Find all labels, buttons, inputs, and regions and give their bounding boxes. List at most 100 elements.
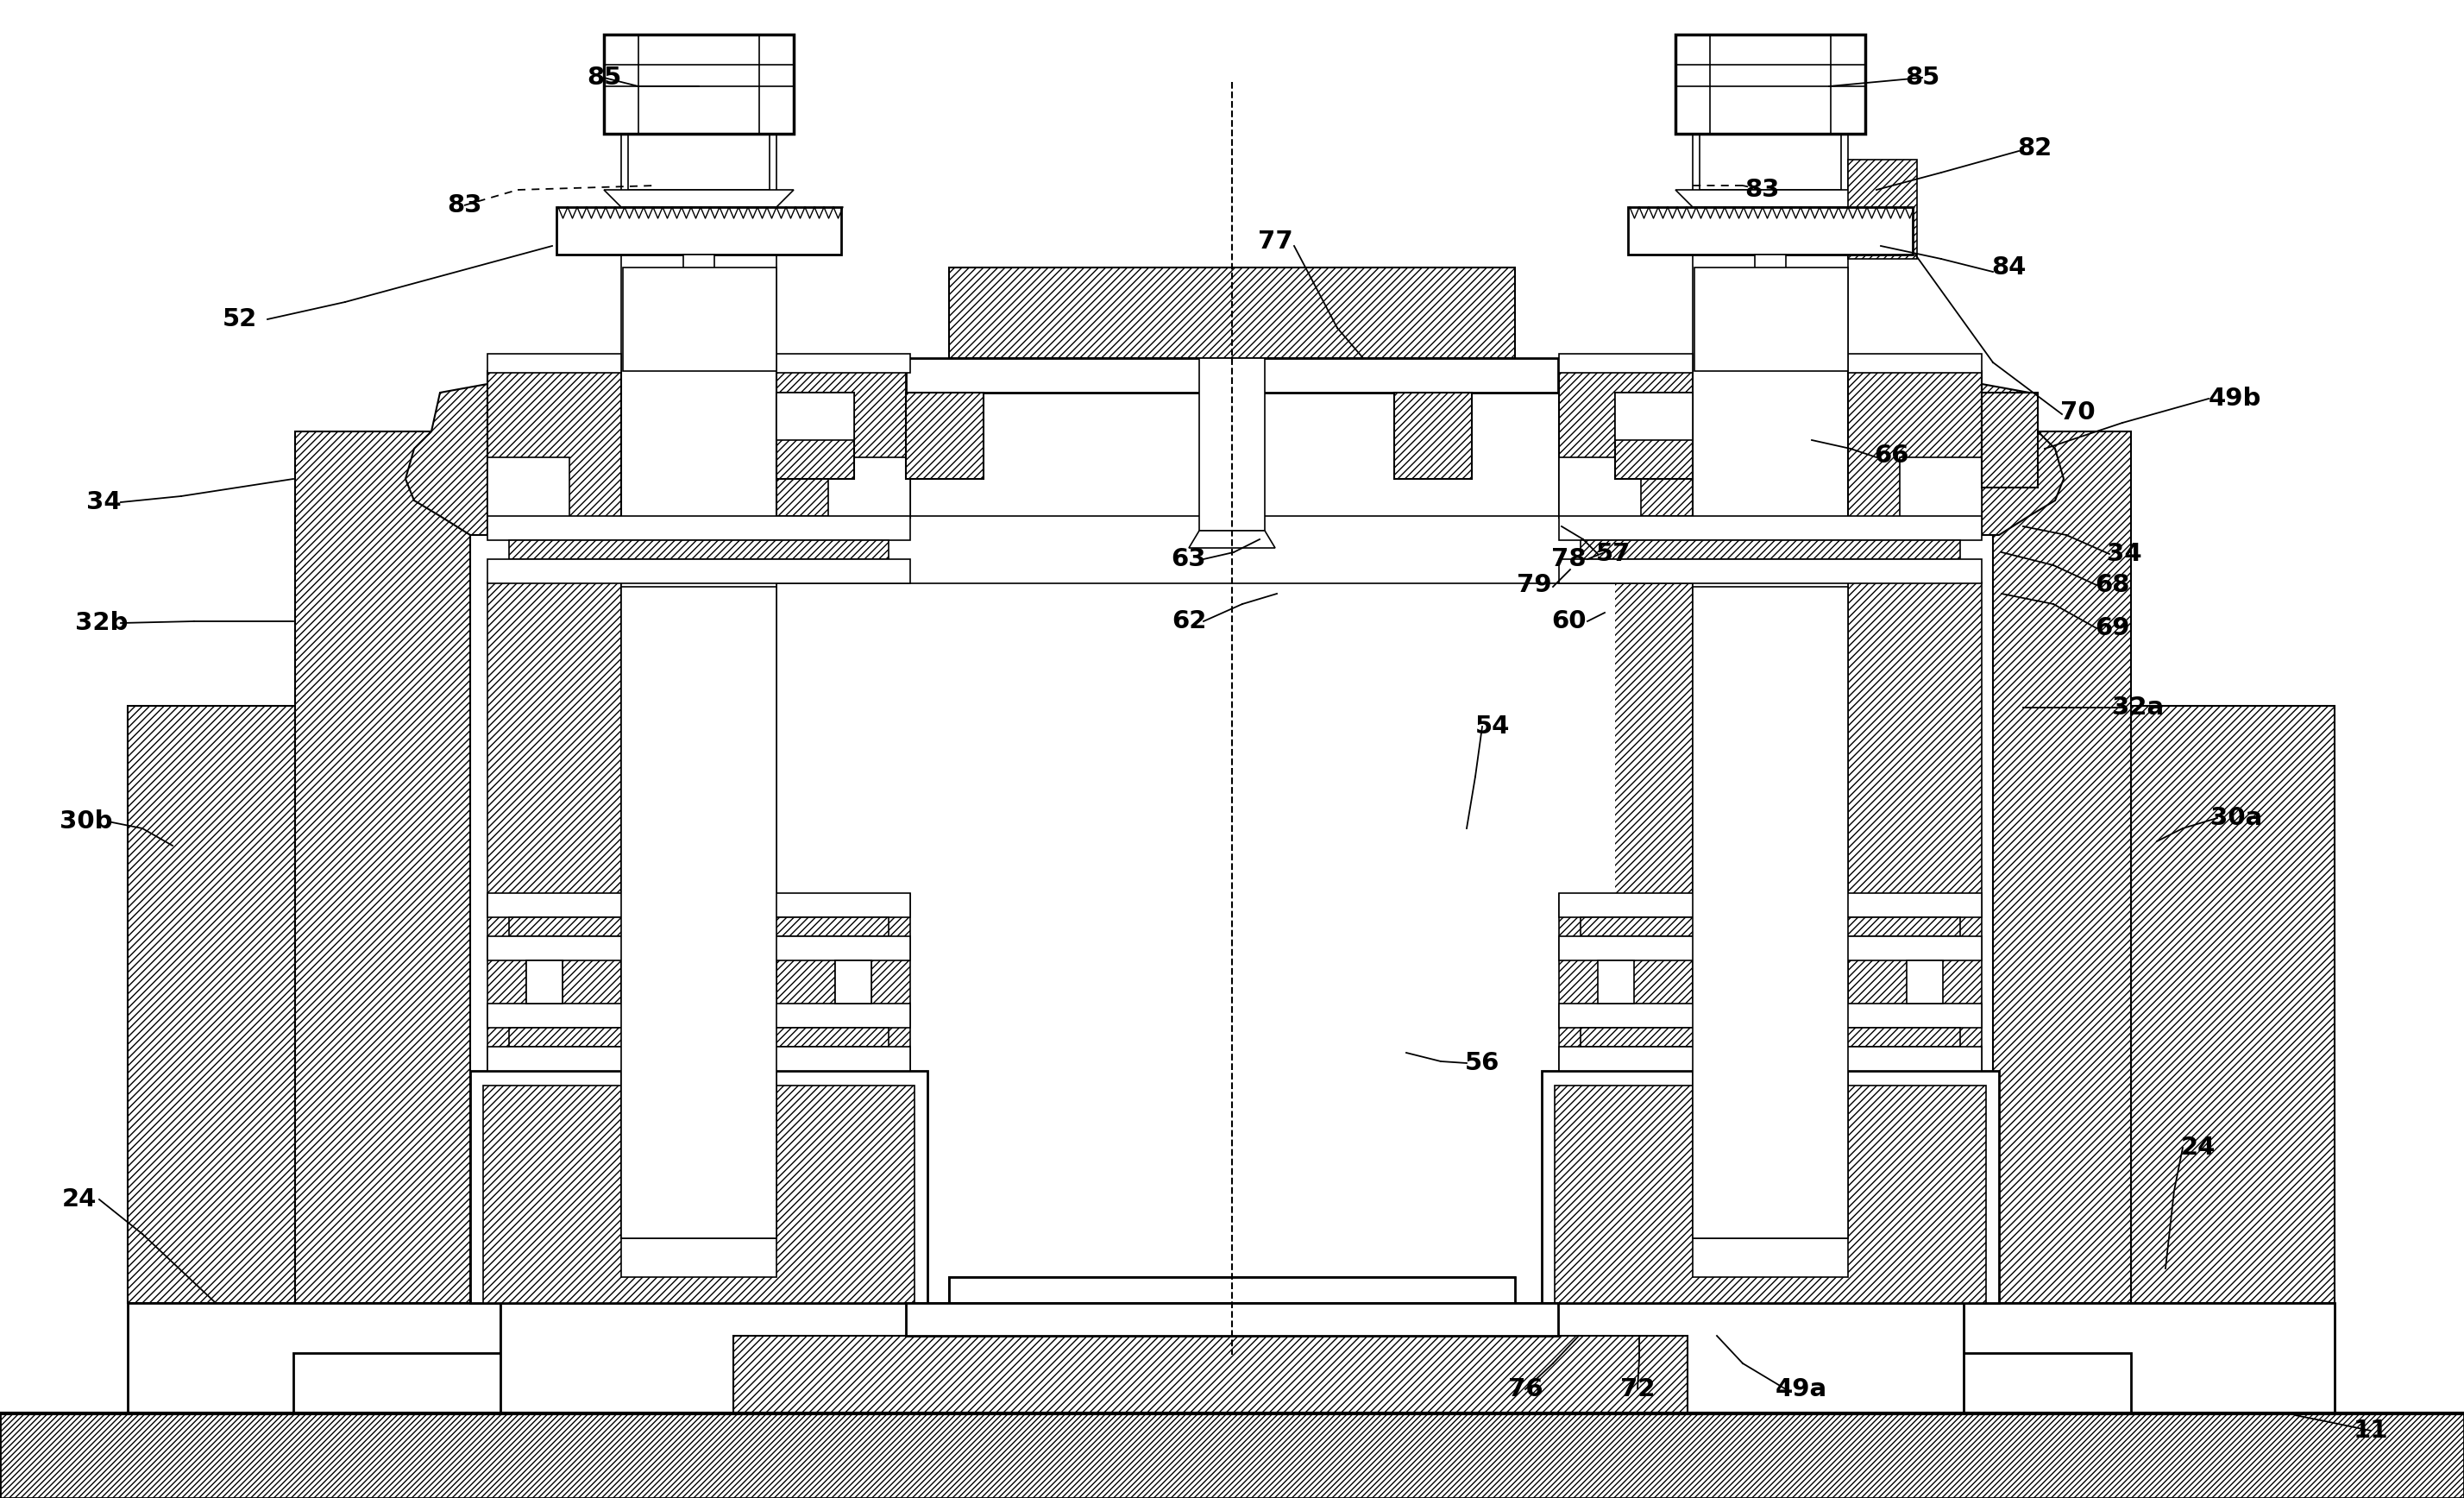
Polygon shape xyxy=(1993,431,2131,1303)
Bar xyxy=(1560,1047,1981,1071)
Text: 85: 85 xyxy=(1905,66,1939,90)
Bar xyxy=(488,936,909,960)
Text: 79: 79 xyxy=(1515,572,1552,598)
Text: 84: 84 xyxy=(1991,256,2025,280)
Text: 60: 60 xyxy=(1550,610,1587,634)
Polygon shape xyxy=(128,706,296,1303)
Bar xyxy=(621,587,776,1239)
Bar xyxy=(510,917,890,936)
Polygon shape xyxy=(1188,530,1276,548)
Polygon shape xyxy=(776,372,909,518)
Bar xyxy=(623,268,776,372)
Bar xyxy=(1848,583,1981,1239)
Bar xyxy=(1579,541,1961,559)
Bar xyxy=(1848,354,1981,373)
Text: 56: 56 xyxy=(1464,1052,1501,1076)
Bar xyxy=(776,392,855,440)
Bar xyxy=(510,541,890,559)
Bar xyxy=(1560,583,1693,1239)
Bar xyxy=(734,1336,1688,1414)
Polygon shape xyxy=(1560,372,1693,518)
Bar xyxy=(907,1303,1557,1336)
Bar xyxy=(1754,255,1786,303)
Bar xyxy=(488,1047,909,1071)
Text: 49a: 49a xyxy=(1777,1377,1828,1401)
Bar xyxy=(500,1303,1964,1414)
Text: 49b: 49b xyxy=(2208,386,2262,410)
Bar xyxy=(907,392,983,479)
Text: 82: 82 xyxy=(2018,136,2053,160)
Bar xyxy=(488,515,909,541)
Text: 24: 24 xyxy=(62,1188,96,1212)
Polygon shape xyxy=(1964,1303,2333,1414)
Bar xyxy=(488,559,909,583)
Bar xyxy=(1560,559,1981,583)
Polygon shape xyxy=(1676,190,1865,207)
Text: 30b: 30b xyxy=(59,809,113,833)
Polygon shape xyxy=(1560,457,1641,518)
Text: 69: 69 xyxy=(2094,616,2129,640)
Text: 34: 34 xyxy=(86,490,121,514)
Bar xyxy=(483,1086,914,1303)
Polygon shape xyxy=(0,1414,2464,1498)
Bar xyxy=(1395,392,1471,479)
Text: 34: 34 xyxy=(2107,542,2141,566)
Bar xyxy=(949,268,1515,358)
Text: 83: 83 xyxy=(1745,178,1779,202)
Text: 52: 52 xyxy=(222,307,256,331)
Text: 72: 72 xyxy=(1619,1377,1656,1401)
Polygon shape xyxy=(604,190,793,207)
Text: 62: 62 xyxy=(1170,610,1207,634)
Bar xyxy=(510,1028,890,1047)
Bar xyxy=(1560,1004,1981,1028)
Bar xyxy=(527,960,562,1004)
Bar xyxy=(907,358,1557,392)
Bar xyxy=(1693,133,1848,1278)
Text: 76: 76 xyxy=(1508,1377,1542,1401)
Text: 63: 63 xyxy=(1170,547,1207,571)
Bar xyxy=(1981,392,2038,487)
Bar xyxy=(1614,392,1693,440)
Text: 54: 54 xyxy=(1476,715,1510,739)
Text: 32a: 32a xyxy=(2112,695,2163,719)
Bar xyxy=(949,1278,1515,1336)
Bar xyxy=(1555,1086,1986,1303)
Bar xyxy=(527,960,562,1004)
Text: 85: 85 xyxy=(586,66,621,90)
Bar xyxy=(1907,960,1944,1004)
Bar xyxy=(1700,133,1841,190)
Bar xyxy=(776,354,909,373)
Polygon shape xyxy=(828,457,909,518)
Bar xyxy=(1614,392,1693,479)
Bar xyxy=(488,893,909,917)
Bar xyxy=(1848,160,1917,259)
Polygon shape xyxy=(488,457,569,518)
Bar xyxy=(1676,34,1865,133)
Polygon shape xyxy=(407,383,488,535)
Bar xyxy=(835,960,872,1004)
Bar xyxy=(1695,268,1848,372)
Text: 32b: 32b xyxy=(76,611,128,635)
Bar xyxy=(488,1004,909,1028)
Text: 77: 77 xyxy=(1257,229,1294,253)
Bar xyxy=(1579,1028,1961,1047)
Bar xyxy=(1560,354,1693,373)
Bar xyxy=(488,583,621,1239)
Bar xyxy=(949,1278,1515,1303)
Bar xyxy=(1693,587,1848,1239)
Bar xyxy=(1693,583,1848,1239)
Polygon shape xyxy=(1848,372,1981,518)
Polygon shape xyxy=(1981,383,2065,535)
Bar xyxy=(557,207,840,255)
Text: 78: 78 xyxy=(1550,547,1587,571)
Bar xyxy=(1560,936,1981,960)
Text: 68: 68 xyxy=(2094,572,2129,598)
Bar xyxy=(621,583,776,1239)
Bar xyxy=(1629,207,1912,255)
Bar xyxy=(471,1071,926,1303)
Bar xyxy=(1579,917,1961,936)
Polygon shape xyxy=(128,1303,500,1414)
Bar xyxy=(628,133,769,190)
Bar xyxy=(835,960,872,1004)
Text: 11: 11 xyxy=(2353,1419,2388,1443)
